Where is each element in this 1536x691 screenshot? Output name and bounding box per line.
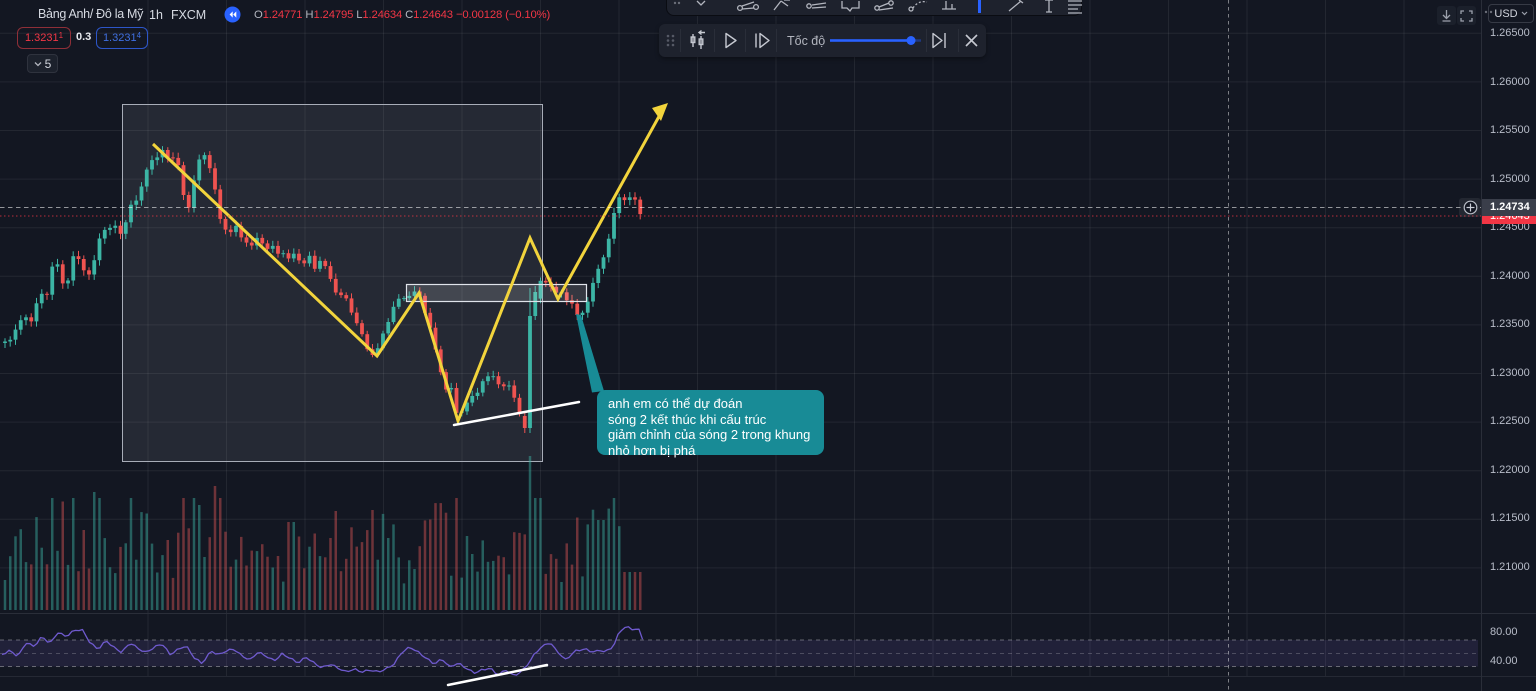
svg-text:Tốc độ: Tốc độ [787,34,825,48]
